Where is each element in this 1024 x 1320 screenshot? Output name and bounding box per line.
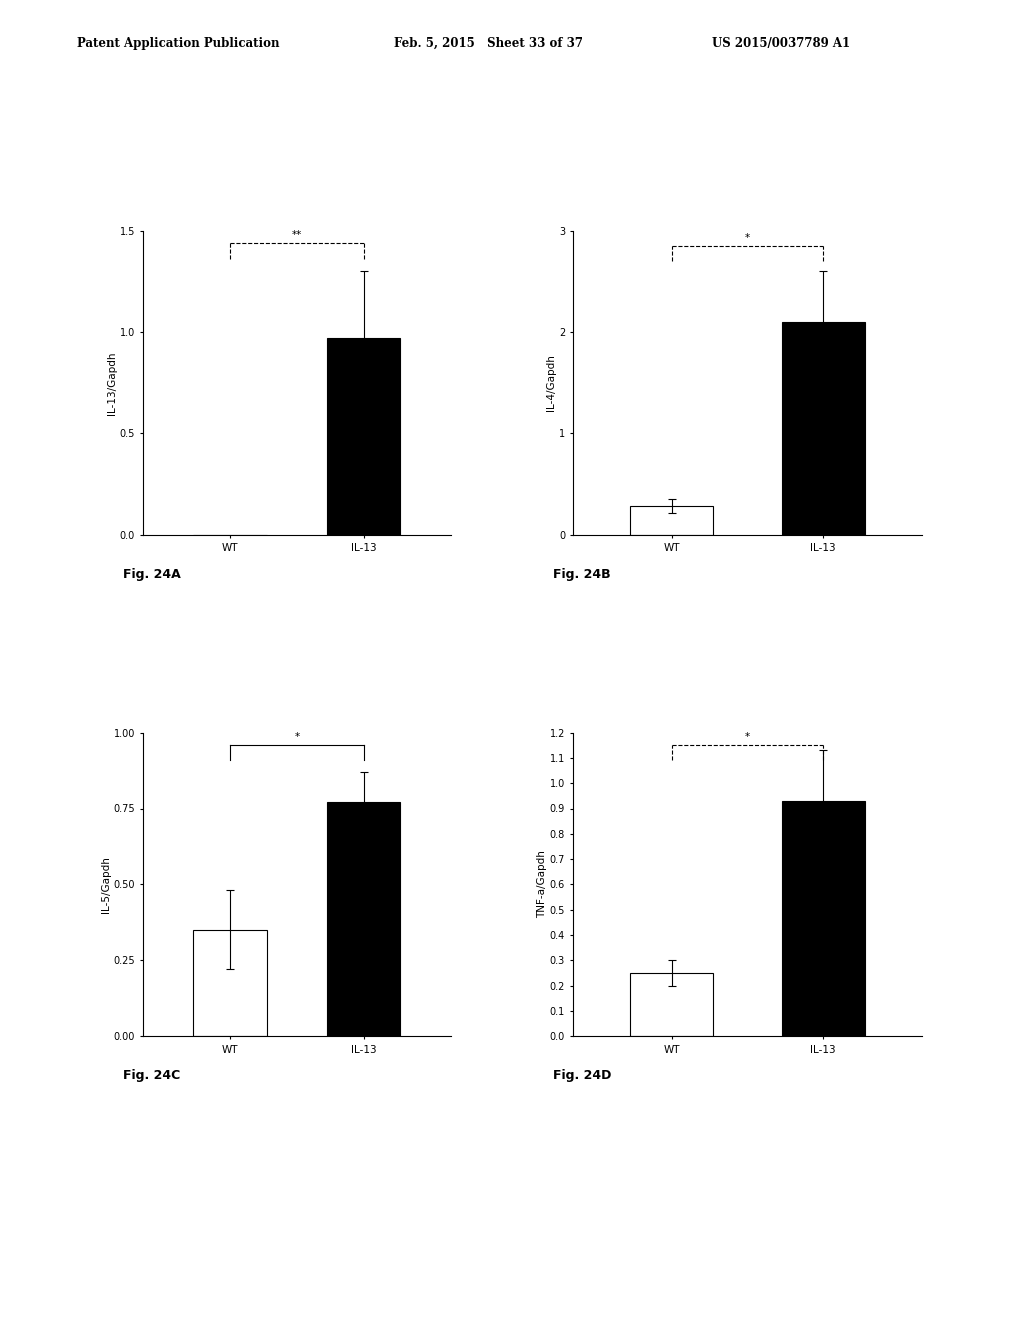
Text: Patent Application Publication: Patent Application Publication bbox=[77, 37, 280, 50]
Text: *: * bbox=[744, 733, 751, 742]
Y-axis label: IL-5/Gapdh: IL-5/Gapdh bbox=[100, 855, 111, 913]
Text: *: * bbox=[294, 731, 300, 742]
Text: **: ** bbox=[292, 230, 302, 240]
Text: *: * bbox=[744, 234, 751, 243]
Bar bbox=[327, 338, 400, 535]
Text: Fig. 24C: Fig. 24C bbox=[123, 1069, 180, 1082]
Bar bbox=[194, 929, 267, 1036]
Text: Feb. 5, 2015   Sheet 33 of 37: Feb. 5, 2015 Sheet 33 of 37 bbox=[394, 37, 584, 50]
Bar bbox=[630, 973, 714, 1036]
Bar bbox=[781, 801, 865, 1036]
Y-axis label: TNF-a/Gapdh: TNF-a/Gapdh bbox=[537, 850, 547, 919]
Bar bbox=[630, 507, 714, 535]
Y-axis label: IL-4/Gapdh: IL-4/Gapdh bbox=[546, 354, 556, 412]
Text: US 2015/0037789 A1: US 2015/0037789 A1 bbox=[712, 37, 850, 50]
Bar bbox=[327, 803, 400, 1036]
Y-axis label: IL-13/Gapdh: IL-13/Gapdh bbox=[106, 351, 117, 414]
Text: Fig. 24B: Fig. 24B bbox=[553, 568, 610, 581]
Text: Fig. 24D: Fig. 24D bbox=[553, 1069, 611, 1082]
Text: Fig. 24A: Fig. 24A bbox=[123, 568, 180, 581]
Bar bbox=[781, 322, 865, 535]
